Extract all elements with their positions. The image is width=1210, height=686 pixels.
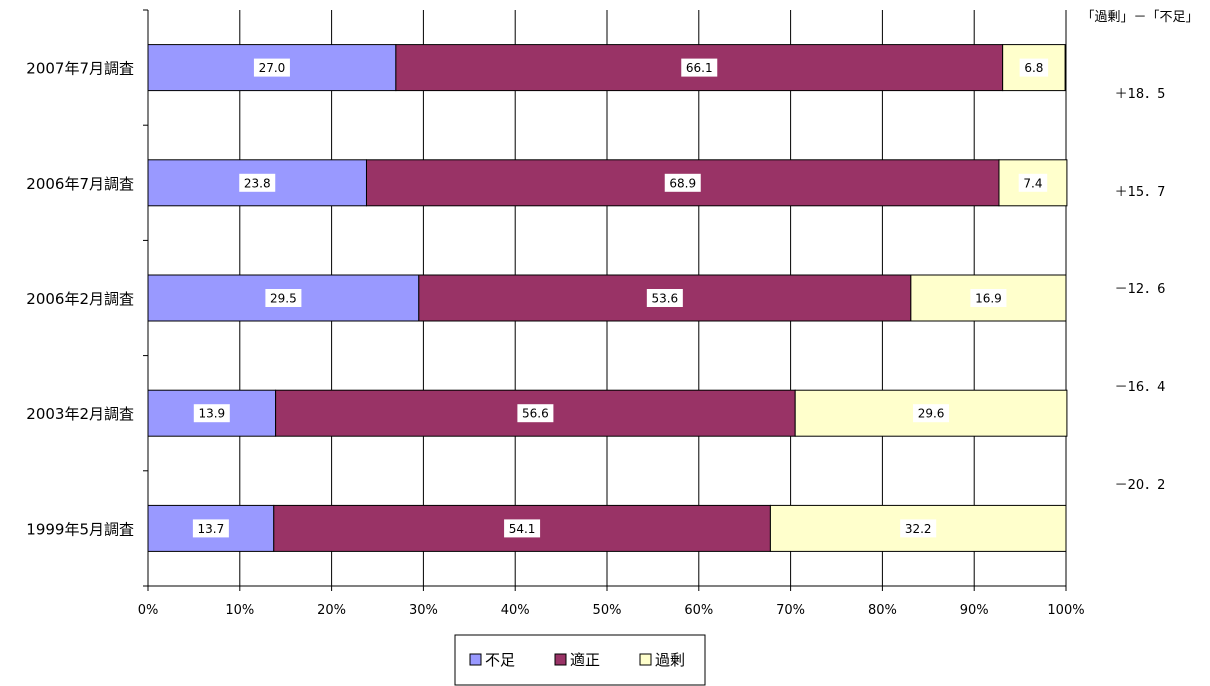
- x-tick-labels: 0% 10% 20% 30% 40% 50% 60% 70% 80% 90% 100%: [138, 603, 1085, 618]
- data-label: 32.2: [905, 522, 932, 536]
- legend-swatch: [469, 653, 482, 666]
- x-tick-label: 50%: [593, 603, 622, 618]
- annotation-value: －12．6: [1115, 282, 1166, 297]
- data-label: 68.9: [669, 176, 696, 190]
- data-label: 23.8: [244, 176, 271, 190]
- data-label-box: [253, 58, 290, 77]
- category-label: 2007年7月調査: [26, 60, 134, 78]
- data-label-box: [646, 289, 683, 307]
- data-label-box: [970, 289, 1007, 307]
- data-label-box: [504, 519, 541, 538]
- x-tick-label: 100%: [1047, 603, 1084, 618]
- data-label: 54.1: [509, 522, 536, 536]
- annotation-value: ＋18．5: [1115, 87, 1166, 102]
- data-label: 13.7: [198, 522, 225, 536]
- data-label-box: [900, 519, 937, 538]
- data-label: 27.0: [259, 61, 286, 75]
- bars: 27.0 66.1 6.8 23.8 68.9 7.4 29.5 53.6 16.9 13.9 56…: [147, 44, 1068, 552]
- data-label-box: [1018, 173, 1048, 192]
- data-label-box: [664, 173, 701, 192]
- data-label: 13.9: [198, 407, 225, 421]
- difference-annotations: 「過剰」－「不足」 ＋18．5 ＋15．7 －12．6 －16．4 －20．2: [1081, 10, 1198, 493]
- category-labels: 2007年7月調査 2006年7月調査 2006年2月調査 2003年2月調査 1999…: [26, 60, 134, 539]
- data-label-box: [239, 173, 276, 192]
- x-tick-label: 90%: [960, 603, 989, 618]
- legend-label: 不足: [485, 651, 515, 669]
- data-label: 56.6: [522, 407, 549, 421]
- data-label: 66.1: [686, 61, 713, 75]
- x-tick-label: 40%: [501, 603, 530, 618]
- x-tick-label: 10%: [225, 603, 254, 618]
- data-label-box: [192, 519, 229, 538]
- category-label: 2006年2月調査: [26, 290, 134, 308]
- data-label-box: [1019, 58, 1049, 77]
- data-label-box: [193, 404, 230, 423]
- data-label: 29.6: [918, 407, 945, 421]
- category-label: 1999年5月調査: [26, 520, 134, 538]
- x-tick-label: 60%: [684, 603, 713, 618]
- legend: 不足 適正 過剰: [454, 634, 706, 686]
- category-label: 2003年2月調査: [26, 405, 134, 423]
- annotation-title: 「過剰」－「不足」: [1081, 10, 1198, 25]
- data-label: 29.5: [270, 292, 297, 306]
- category-label: 2006年7月調査: [26, 175, 134, 193]
- data-label-box: [517, 404, 554, 423]
- x-tick-label: 30%: [409, 603, 438, 618]
- x-tick-label: 70%: [776, 603, 805, 618]
- legend-label: 過剰: [655, 651, 685, 669]
- annotation-value: －16．4: [1115, 380, 1166, 395]
- data-label-box: [681, 58, 718, 77]
- x-tick-label: 20%: [317, 603, 346, 618]
- x-tick-label: 0%: [138, 603, 159, 618]
- axes: [143, 9, 1067, 591]
- x-tick-label: 80%: [868, 603, 897, 618]
- annotation-value: ＋15．7: [1115, 185, 1166, 200]
- legend-label: 適正: [570, 651, 600, 669]
- annotation-value: －20．2: [1115, 478, 1166, 493]
- data-label-box: [265, 289, 302, 307]
- data-label: 6.8: [1024, 61, 1043, 75]
- legend-swatch: [639, 653, 652, 666]
- data-label-box: [913, 404, 950, 423]
- legend-box: [454, 634, 706, 686]
- legend-swatch: [554, 653, 567, 666]
- data-label: 16.9: [975, 292, 1002, 306]
- data-label: 53.6: [651, 292, 678, 306]
- data-label: 7.4: [1023, 176, 1042, 190]
